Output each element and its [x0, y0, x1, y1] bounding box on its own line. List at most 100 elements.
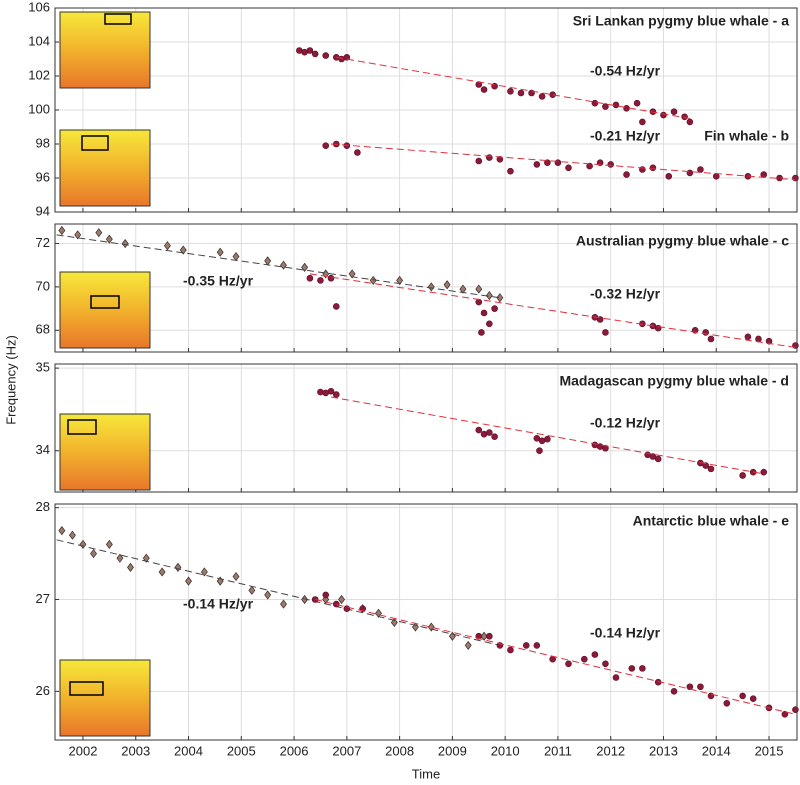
- point: [607, 161, 615, 168]
- point: [58, 225, 66, 236]
- series: [311, 591, 799, 718]
- y-tick-label: 72: [36, 235, 50, 250]
- plot-area: [55, 364, 797, 492]
- point: [301, 262, 309, 272]
- point: [565, 660, 572, 668]
- spectrogram: [59, 413, 151, 491]
- point: [586, 162, 593, 170]
- point: [280, 599, 287, 609]
- point: [322, 142, 330, 149]
- rate-label: -0.54 Hz/yr: [590, 63, 661, 79]
- point: [396, 275, 404, 285]
- rate-label: -0.14 Hz/yr: [183, 596, 254, 612]
- point: [322, 52, 330, 59]
- point: [200, 567, 208, 577]
- point: [554, 159, 562, 166]
- point: [327, 274, 335, 282]
- point: [475, 298, 483, 306]
- y-tick-label: 106: [28, 0, 50, 14]
- point: [654, 324, 662, 332]
- series: [306, 274, 799, 349]
- point: [507, 646, 514, 654]
- point: [332, 391, 340, 398]
- point: [602, 103, 609, 110]
- point: [486, 632, 493, 640]
- point: [707, 335, 715, 343]
- y-tick-label: 34: [36, 442, 50, 457]
- point: [158, 567, 166, 577]
- point: [306, 47, 314, 54]
- y-tick-label: 100: [28, 101, 50, 116]
- x-tick-label: 2010: [491, 743, 520, 758]
- point: [602, 660, 609, 668]
- point: [612, 674, 620, 681]
- point: [375, 608, 382, 618]
- series-label: Antarctic blue whale - e: [633, 513, 790, 529]
- point: [105, 539, 113, 549]
- x-tick-label: 2006: [280, 743, 309, 758]
- point: [517, 89, 525, 97]
- point: [317, 277, 324, 284]
- point: [68, 530, 76, 540]
- plot-frame: [54, 223, 798, 353]
- point: [723, 699, 731, 707]
- point: [232, 571, 240, 582]
- point: [496, 156, 504, 163]
- series-label: Fin whale - b: [704, 128, 789, 144]
- y-tick-label: 28: [36, 499, 50, 514]
- spectrogram: [59, 129, 151, 207]
- y-tick-label: 68: [36, 322, 50, 337]
- y-tick-label: 70: [36, 278, 50, 293]
- point: [639, 665, 646, 672]
- point: [116, 553, 124, 563]
- x-tick-label: 2014: [702, 743, 731, 758]
- rate-label: -0.21 Hz/yr: [590, 128, 661, 144]
- point: [90, 549, 97, 559]
- point: [486, 320, 493, 328]
- y-tick-label: 98: [36, 135, 50, 150]
- insets: [59, 11, 151, 737]
- x-tick-label: 2007: [332, 743, 361, 758]
- x-tick-label: 2015: [755, 743, 784, 758]
- point: [639, 118, 646, 126]
- y-tick-label: 102: [28, 67, 50, 82]
- point: [427, 282, 435, 292]
- point: [480, 631, 488, 641]
- point: [628, 665, 636, 672]
- point: [744, 333, 752, 341]
- point: [697, 683, 704, 691]
- point: [354, 149, 361, 156]
- point: [507, 88, 514, 95]
- point: [776, 174, 783, 182]
- point: [311, 50, 319, 58]
- series: [296, 47, 694, 126]
- point: [74, 230, 82, 240]
- x-tick-label: 2004: [174, 743, 203, 758]
- point: [507, 167, 514, 175]
- plot-frame: [54, 7, 798, 213]
- x-tick-label: 2009: [438, 743, 467, 758]
- plot-frame: [54, 503, 798, 741]
- point: [660, 111, 667, 119]
- call-box: [90, 295, 120, 309]
- call-box: [104, 13, 132, 25]
- point: [486, 429, 493, 436]
- x-tick-label: 2003: [121, 743, 150, 758]
- point: [332, 303, 340, 310]
- point: [486, 154, 493, 161]
- y-axis-title: Frequency (Hz): [3, 335, 18, 425]
- point: [478, 329, 485, 336]
- x-axis-title: Time: [412, 766, 440, 781]
- point: [591, 99, 599, 107]
- point: [760, 468, 768, 476]
- point: [544, 159, 551, 166]
- spectrogram: [59, 659, 151, 737]
- point: [533, 435, 541, 442]
- point: [443, 280, 451, 290]
- x-tick-label: 2002: [69, 743, 98, 758]
- point: [142, 553, 150, 563]
- spectrogram: [59, 271, 151, 349]
- point: [306, 274, 314, 282]
- point: [581, 655, 588, 663]
